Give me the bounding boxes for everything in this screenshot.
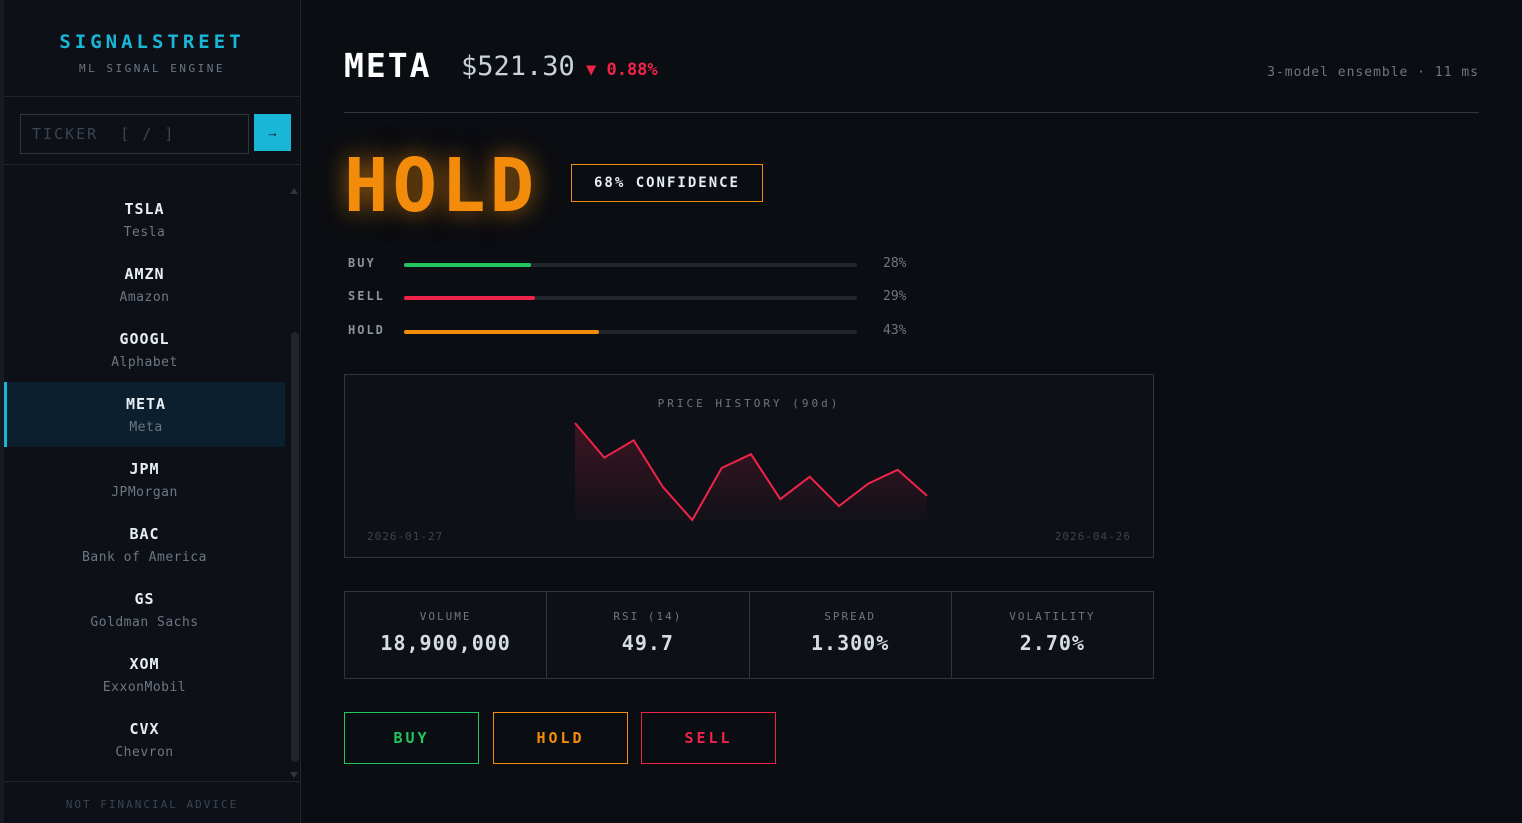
ticker-company: Tesla <box>123 225 166 240</box>
prob-value: 43% <box>883 323 907 338</box>
ticker-company: Chevron <box>115 745 174 760</box>
stat-label: VOLUME <box>419 610 472 623</box>
current-price: $521.30 <box>461 51 575 82</box>
ticker-company: JPMorgan <box>111 485 178 500</box>
ticker-symbol: XOM <box>129 655 160 673</box>
prob-row-buy: BUY 28% <box>344 254 924 274</box>
search-bar: → <box>4 97 300 165</box>
confidence-badge: 68% CONFIDENCE <box>571 164 763 202</box>
ticker-item-jpm[interactable]: JPM JPMorgan <box>4 447 285 512</box>
prob-bar-fill-sell <box>404 296 536 300</box>
stat-value: 1.300% <box>811 631 890 655</box>
price-history-panel: PRICE HISTORY (90d) 2026-01-27 2026-04-2… <box>344 374 1154 558</box>
ticker-symbol: BAC <box>129 525 160 543</box>
ticker-item-meta[interactable]: META Meta <box>4 382 285 447</box>
prob-bar-track <box>404 263 857 267</box>
ticker-symbol: TSLA <box>124 200 165 218</box>
prob-label: BUY <box>348 256 376 270</box>
main-panel: META $521.30 ▼ 0.88% 3-model ensemble · … <box>344 0 1479 764</box>
stat-label: SPREAD <box>824 610 876 623</box>
brand-title: SIGNALSTREET <box>59 31 245 53</box>
model-info: 3-model ensemble · 11 ms <box>1267 65 1479 80</box>
sell-button[interactable]: SELL <box>641 712 776 764</box>
chart-title: PRICE HISTORY (90d) <box>657 397 841 410</box>
price-change: ▼ 0.88% <box>586 60 658 80</box>
ticker-list-scrollbar[interactable] <box>288 186 300 778</box>
prob-row-sell: SELL 29% <box>344 287 924 307</box>
scroll-up-arrow-icon[interactable] <box>290 188 298 194</box>
ticker-item-cvx[interactable]: CVX Chevron <box>4 707 285 772</box>
ticker-item-tsla[interactable]: TSLA Tesla <box>4 187 285 252</box>
stat-value: 49.7 <box>621 631 674 655</box>
chart-end-date: 2026-04-26 <box>1054 530 1131 543</box>
stat-volatility: VOLATILITY 2.70% <box>952 592 1153 678</box>
ticker-item-gs[interactable]: GS Goldman Sachs <box>4 577 285 642</box>
ticker-symbol: GOOGL <box>119 330 170 348</box>
ticker-symbol: META <box>125 395 167 413</box>
ticker-item-bac[interactable]: BAC Bank of America <box>4 512 285 577</box>
scrollbar-thumb[interactable] <box>291 332 299 762</box>
buy-button[interactable]: BUY <box>344 712 479 764</box>
ticker-company: Alphabet <box>111 355 178 370</box>
ticker-symbol: JPM <box>129 460 160 478</box>
search-submit-button[interactable]: → <box>254 114 291 151</box>
ticker-list: TSLA Tesla AMZN Amazon GOOGL Alphabet ME… <box>4 187 285 772</box>
ticker-company: Meta <box>129 420 163 435</box>
price-history-chart <box>574 422 928 522</box>
brand: SIGNALSTREET ML SIGNAL ENGINE <box>4 0 300 97</box>
ticker-symbol: AMZN <box>124 265 165 283</box>
ticker-item-xom[interactable]: XOM ExxonMobil <box>4 642 285 707</box>
prob-value: 29% <box>883 289 907 304</box>
ticker-item-amzn[interactable]: AMZN Amazon <box>4 252 285 317</box>
ticker-symbol: CVX <box>129 720 160 738</box>
ticker-search-input[interactable] <box>20 114 249 154</box>
ticker-company: ExxonMobil <box>102 680 187 695</box>
arrow-right-icon: → <box>266 125 279 140</box>
prob-row-hold: HOLD 43% <box>344 321 924 341</box>
prob-label: HOLD <box>348 323 385 337</box>
ticker-company: Amazon <box>119 290 170 305</box>
quote-header: META $521.30 ▼ 0.88% 3-model ensemble · … <box>344 0 1479 113</box>
current-ticker: META <box>344 46 432 85</box>
signal-label: HOLD <box>344 143 539 229</box>
sidebar: SIGNALSTREET ML SIGNAL ENGINE → TSLA Tes… <box>0 0 301 823</box>
prob-label: SELL <box>348 289 385 303</box>
ticker-item-googl[interactable]: GOOGL Alphabet <box>4 317 285 382</box>
chart-start-date: 2026-01-27 <box>367 530 444 543</box>
prob-bar-fill-buy <box>404 263 531 267</box>
brand-subtitle: ML SIGNAL ENGINE <box>79 62 225 75</box>
stat-spread: SPREAD 1.300% <box>750 592 952 678</box>
prob-bar-fill-hold <box>404 330 599 334</box>
ticker-symbol: GS <box>134 590 155 608</box>
prob-value: 28% <box>883 256 907 271</box>
disclaimer: NOT FINANCIAL ADVICE <box>4 781 300 823</box>
stat-volume: VOLUME 18,900,000 <box>345 592 548 678</box>
prob-bar-track <box>404 330 857 334</box>
ticker-company: Bank of America <box>82 550 207 565</box>
stats-row: VOLUME 18,900,000 RSI (14) 49.7 SPREAD 1… <box>344 591 1154 679</box>
ticker-company: Goldman Sachs <box>90 615 199 630</box>
scroll-down-arrow-icon[interactable] <box>290 772 298 778</box>
stat-label: VOLATILITY <box>1009 610 1096 623</box>
price-area <box>575 423 927 520</box>
stat-label: RSI (14) <box>613 610 683 623</box>
price-line <box>574 422 928 522</box>
hold-button[interactable]: HOLD <box>493 712 628 764</box>
stat-value: 2.70% <box>1019 631 1085 655</box>
stat-rsi: RSI (14) 49.7 <box>547 592 750 678</box>
stat-value: 18,900,000 <box>380 631 511 655</box>
prob-bar-track <box>404 296 857 300</box>
